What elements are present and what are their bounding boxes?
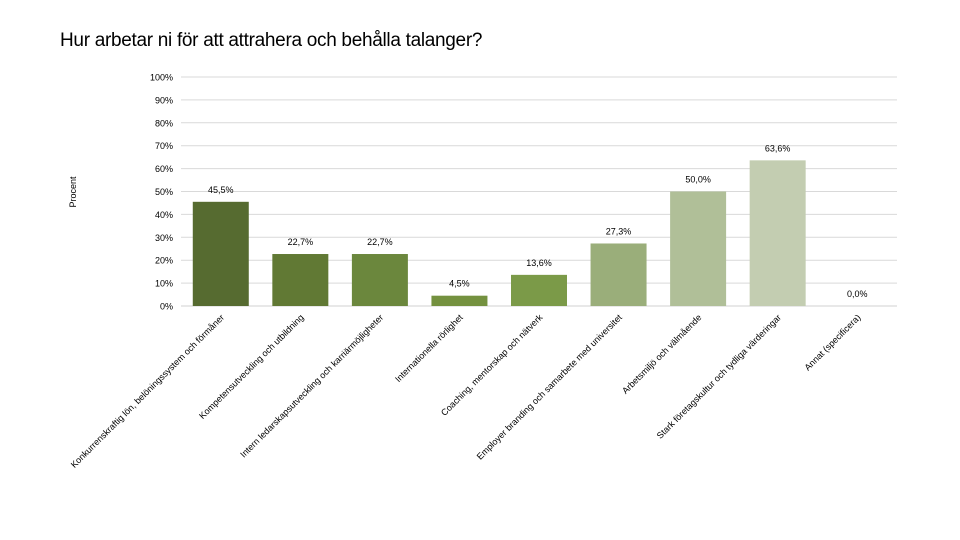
y-tick-label: 70% bbox=[155, 141, 173, 151]
x-tick-label: Intern ledarskapsutveckling och karriärm… bbox=[238, 312, 385, 459]
bar bbox=[192, 201, 249, 306]
y-tick-label: 10% bbox=[155, 279, 173, 289]
y-axis-label: Procent bbox=[68, 176, 78, 208]
bar bbox=[351, 254, 408, 306]
x-tick-label: Arbetsmiljö och välmående bbox=[620, 312, 703, 395]
data-label: 27,3% bbox=[606, 226, 632, 236]
y-tick-label: 40% bbox=[155, 210, 173, 220]
y-tick-label: 100% bbox=[150, 73, 173, 83]
x-tick-label: Konkurrenskraftig lön, belöningssystem o… bbox=[69, 312, 226, 469]
y-tick-label: 20% bbox=[155, 256, 173, 266]
bar bbox=[670, 191, 727, 306]
x-tick-label: Annat (specificera) bbox=[802, 312, 862, 372]
bar bbox=[749, 160, 806, 306]
x-tick-label: Employer branding och samarbete med univ… bbox=[475, 312, 625, 462]
data-label: 0,0% bbox=[847, 289, 868, 299]
bar bbox=[272, 254, 329, 306]
data-label: 4,5% bbox=[449, 279, 470, 289]
data-label: 22,7% bbox=[288, 237, 314, 247]
y-tick-label: 30% bbox=[155, 233, 173, 243]
data-label: 45,5% bbox=[208, 185, 234, 195]
data-label: 63,6% bbox=[765, 143, 791, 153]
data-label: 50,0% bbox=[685, 175, 711, 185]
bar bbox=[590, 243, 647, 306]
chart-title: Hur arbetar ni för att attrahera och beh… bbox=[60, 30, 483, 51]
y-tick-label: 50% bbox=[155, 187, 173, 197]
x-tick-label: Stark företagskultur och tydliga värderi… bbox=[655, 312, 783, 440]
y-tick-label: 90% bbox=[155, 95, 173, 105]
y-tick-label: 60% bbox=[155, 164, 173, 174]
bar bbox=[431, 295, 488, 306]
y-tick-label: 80% bbox=[155, 118, 173, 128]
y-tick-label: 0% bbox=[160, 302, 173, 312]
data-label: 22,7% bbox=[367, 237, 393, 247]
x-tick-label: Internationella rörlighet bbox=[393, 312, 465, 384]
data-label: 13,6% bbox=[526, 258, 552, 268]
bar bbox=[511, 274, 567, 306]
